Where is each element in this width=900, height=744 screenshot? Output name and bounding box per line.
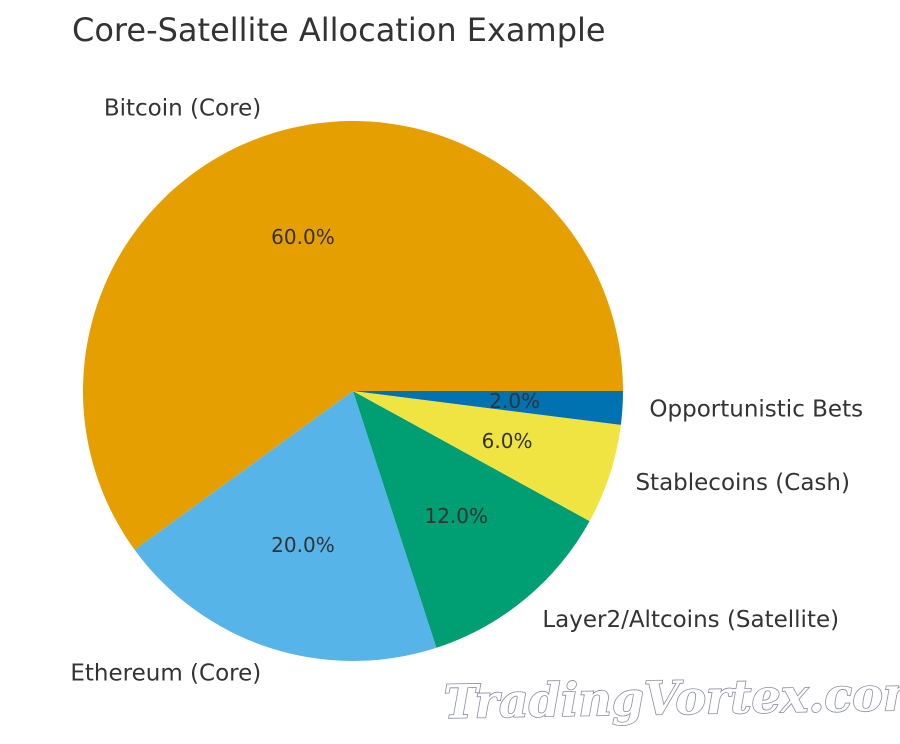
pct-label-layer2-altcoins-satellite: 12.0% (424, 504, 488, 528)
slice-label-ethereum-core: Ethereum (Core) (70, 660, 261, 686)
slice-label-layer2-altcoins-satellite: Layer2/Altcoins (Satellite) (542, 607, 839, 633)
slice-label-bitcoin-core: Bitcoin (Core) (104, 96, 261, 122)
pct-label-opportunistic-bets: 2.0% (489, 389, 540, 413)
pie-slice-stablecoins-cash (353, 391, 621, 522)
watermark-logo: TradingVortex.com (443, 666, 900, 729)
pie-slice-bitcoin-core (82, 121, 623, 550)
pct-label-ethereum-core: 20.0% (271, 533, 335, 557)
pct-label-bitcoin-core: 60.0% (271, 225, 335, 249)
pie-slice-ethereum-core (134, 391, 437, 662)
slice-label-opportunistic-bets: Opportunistic Bets (649, 397, 863, 423)
slice-labels: Bitcoin (Core) Ethereum (Core) Layer2/Altc… (70, 96, 863, 687)
pct-label-stablecoins-cash: 6.0% (482, 429, 533, 453)
pie-slice-opportunistic-bets (353, 391, 623, 425)
pie-slices (82, 121, 623, 662)
pie-slice-layer2-altcoins-satellite (353, 391, 590, 648)
chart-title: Core-Satellite Allocation Example (72, 11, 606, 49)
percentage-labels: 60.0% 20.0% 12.0% 6.0% 2.0% (271, 225, 540, 557)
slice-label-stablecoins-cash: Stablecoins (Cash) (635, 470, 850, 496)
